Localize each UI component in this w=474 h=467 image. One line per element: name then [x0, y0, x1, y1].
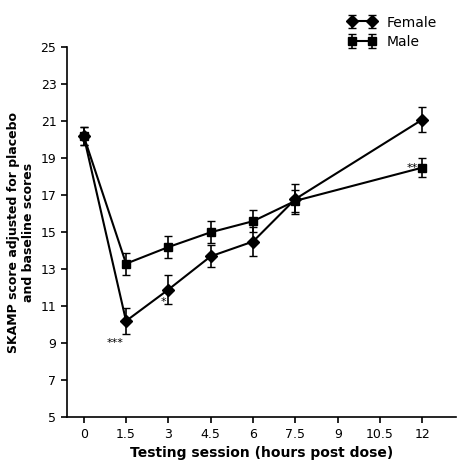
Text: ***: *** [107, 338, 124, 347]
Text: *: * [161, 297, 166, 307]
Legend: Female, Male: Female, Male [348, 15, 438, 49]
X-axis label: Testing session (hours post dose): Testing session (hours post dose) [130, 446, 393, 460]
Text: **: ** [407, 163, 418, 173]
Y-axis label: SKAMP score adjusted for placebo
and baseline scores: SKAMP score adjusted for placebo and bas… [7, 112, 35, 353]
